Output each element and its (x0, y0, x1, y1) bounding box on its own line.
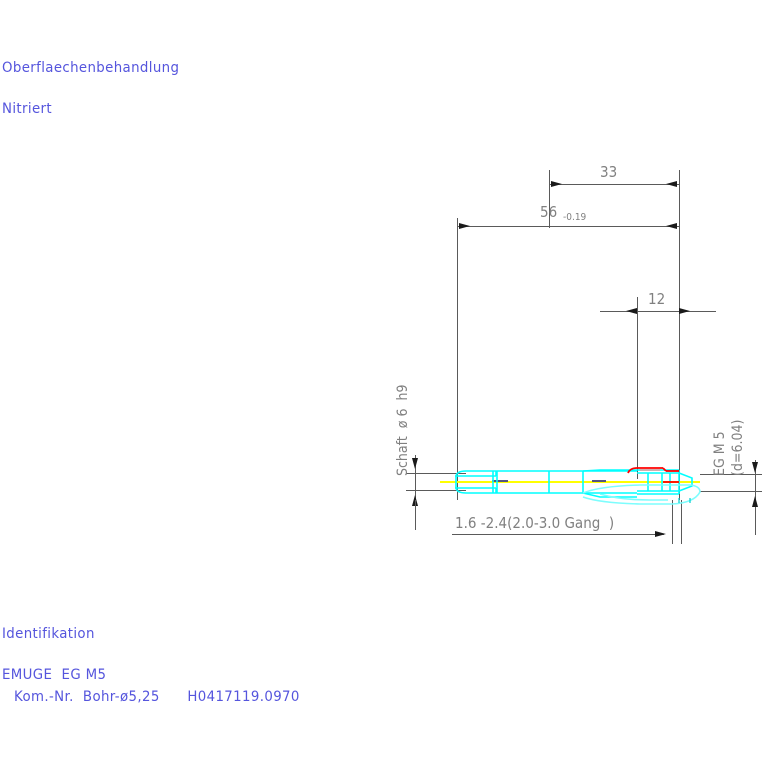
dimension-tolerance-shank-length: -0.19 (563, 212, 587, 223)
extension-line-thread-bottom (700, 491, 762, 492)
identification-product: EMUGE EG M5 (2, 667, 107, 683)
arrowhead-33-right (666, 181, 677, 187)
arrowhead-thread-diameter-bottom (752, 496, 758, 507)
identification-order-number: Kom.-Nr. Bohr-ø5,25 H0417119.0970 (14, 689, 300, 705)
dimension-value-thread-length: 12 (648, 290, 666, 308)
extension-line-chamfer-origin (415, 500, 416, 530)
dimension-value-overall-length: 33 (600, 163, 618, 181)
arrowhead-shank-diameter-top (412, 458, 418, 469)
extension-line-56-left (457, 218, 458, 500)
dimension-line-12 (600, 311, 716, 312)
dimension-line-shank-diameter (415, 455, 416, 530)
dimension-value-shank-length: 56 (540, 203, 558, 221)
extension-line-chamfer-right (681, 500, 682, 544)
tool-tip-ticks (678, 498, 691, 503)
extension-line-33-left (549, 170, 550, 228)
extension-line-thread-top (700, 474, 762, 475)
tool-shank-outline (455, 469, 637, 498)
extension-line-chamfer-left (672, 500, 673, 544)
dimension-line-33 (549, 184, 679, 185)
arrowhead-chamfer-note (655, 531, 666, 537)
arrowhead-thread-diameter-top (752, 462, 758, 473)
extension-line-12-left (637, 297, 638, 479)
extension-line-shank-top (406, 473, 466, 474)
arrowhead-12-left (626, 308, 637, 314)
identification-title: Identifikation (2, 626, 95, 642)
surface-treatment-value: Nitriert (2, 101, 52, 117)
thread-crest-detail (627, 467, 679, 483)
arrowhead-12-right (679, 308, 690, 314)
arrowhead-56-right (666, 223, 677, 229)
extension-line-shank-bottom (406, 490, 466, 491)
dimension-note-chamfer: 1.6 -2.4(2.0-3.0 Gang ) (455, 514, 615, 532)
surface-treatment-title: Oberflaechenbehandlung (2, 60, 180, 76)
tool-flute-profile (582, 484, 701, 505)
arrowhead-33-left (551, 181, 562, 187)
extension-line-33-right (679, 170, 680, 500)
arrowhead-56-left (459, 223, 470, 229)
underline-chamfer-note (452, 534, 664, 535)
dimension-line-56 (457, 226, 679, 227)
